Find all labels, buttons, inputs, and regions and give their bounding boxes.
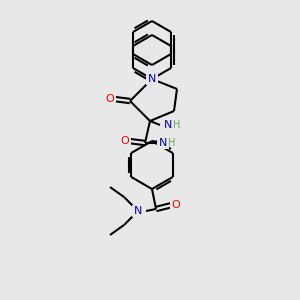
Text: N: N xyxy=(159,138,167,148)
Text: O: O xyxy=(121,136,129,146)
Text: H: H xyxy=(168,138,176,148)
Text: N: N xyxy=(134,206,142,216)
Text: N: N xyxy=(164,120,172,130)
Text: O: O xyxy=(172,200,180,210)
Text: H: H xyxy=(173,120,181,130)
Text: O: O xyxy=(106,94,114,104)
Text: N: N xyxy=(148,74,156,84)
